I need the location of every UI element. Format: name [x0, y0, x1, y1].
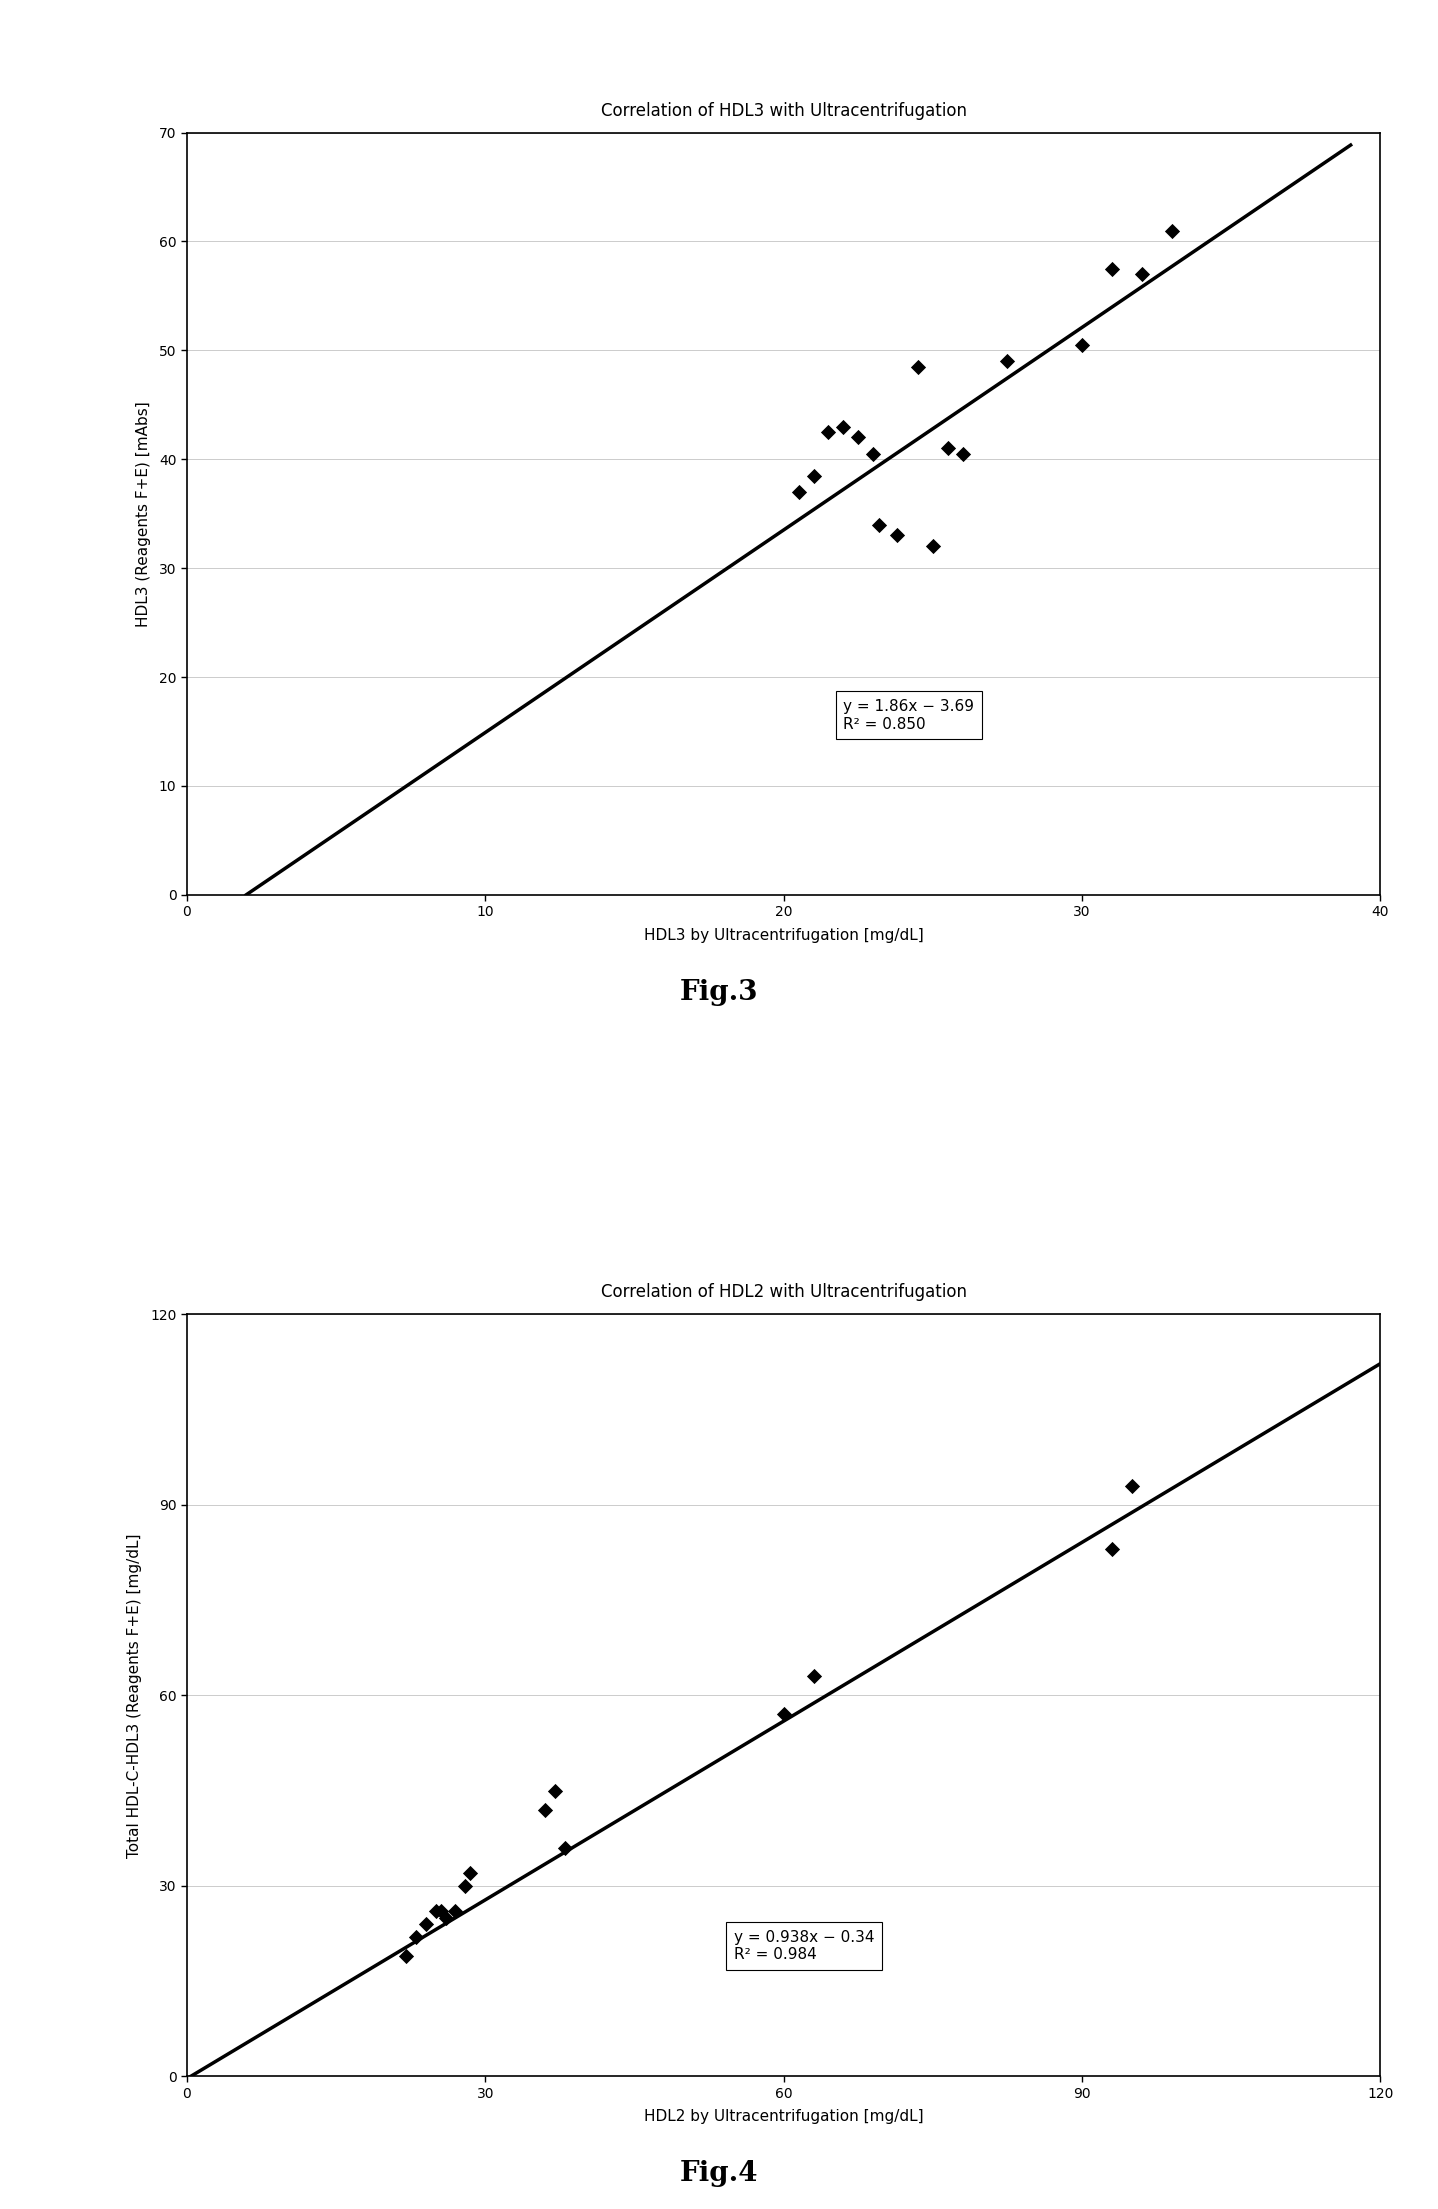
Text: y = 1.86x − 3.69
R² = 0.850: y = 1.86x − 3.69 R² = 0.850 — [843, 698, 975, 731]
Point — [886, 517, 909, 552]
Point — [544, 1774, 567, 1809]
Point — [429, 1893, 452, 1928]
X-axis label: HDL3 by Ultracentrifugation [mg/dL]: HDL3 by Ultracentrifugation [mg/dL] — [644, 928, 923, 943]
Point — [772, 1697, 795, 1732]
Point — [867, 506, 890, 541]
Point — [454, 1869, 477, 1904]
Point — [1070, 327, 1093, 362]
Y-axis label: HDL3 (Reagents F+E) [mAbs]: HDL3 (Reagents F+E) [mAbs] — [135, 400, 151, 627]
Point — [831, 409, 854, 444]
Point — [434, 1900, 457, 1935]
Y-axis label: Total HDL-C-HDL3 (Reagents F+E) [mg/dL]: Total HDL-C-HDL3 (Reagents F+E) [mg/dL] — [127, 1533, 142, 1858]
Text: y = 0.938x − 0.34
R² = 0.984: y = 0.938x − 0.34 R² = 0.984 — [733, 1931, 874, 1962]
Point — [817, 415, 840, 451]
Point — [404, 1920, 427, 1955]
Point — [787, 475, 810, 510]
Point — [394, 1937, 417, 1973]
Point — [847, 420, 870, 455]
Point — [861, 435, 884, 471]
Point — [459, 1856, 482, 1891]
Point — [533, 1791, 557, 1827]
Title: Correlation of HDL2 with Ultracentrifugation: Correlation of HDL2 with Ultracentrifuga… — [601, 1283, 966, 1301]
X-axis label: HDL2 by Ultracentrifugation [mg/dL]: HDL2 by Ultracentrifugation [mg/dL] — [644, 2110, 923, 2125]
Point — [952, 435, 975, 471]
Point — [906, 349, 929, 384]
Title: Correlation of HDL3 with Ultracentrifugation: Correlation of HDL3 with Ultracentrifuga… — [601, 102, 966, 119]
Point — [1120, 1469, 1143, 1504]
Point — [424, 1893, 447, 1928]
Point — [1100, 252, 1123, 287]
Point — [1160, 212, 1183, 247]
Point — [997, 345, 1020, 380]
Point — [936, 431, 959, 466]
Point — [922, 528, 945, 563]
Point — [444, 1893, 467, 1928]
Point — [1100, 1531, 1123, 1566]
Text: Fig.3: Fig.3 — [680, 979, 758, 1005]
Point — [554, 1829, 577, 1864]
Point — [1130, 256, 1153, 292]
Point — [414, 1906, 437, 1942]
Point — [802, 1659, 825, 1694]
Text: Fig.4: Fig.4 — [680, 2160, 758, 2187]
Point — [802, 457, 825, 493]
